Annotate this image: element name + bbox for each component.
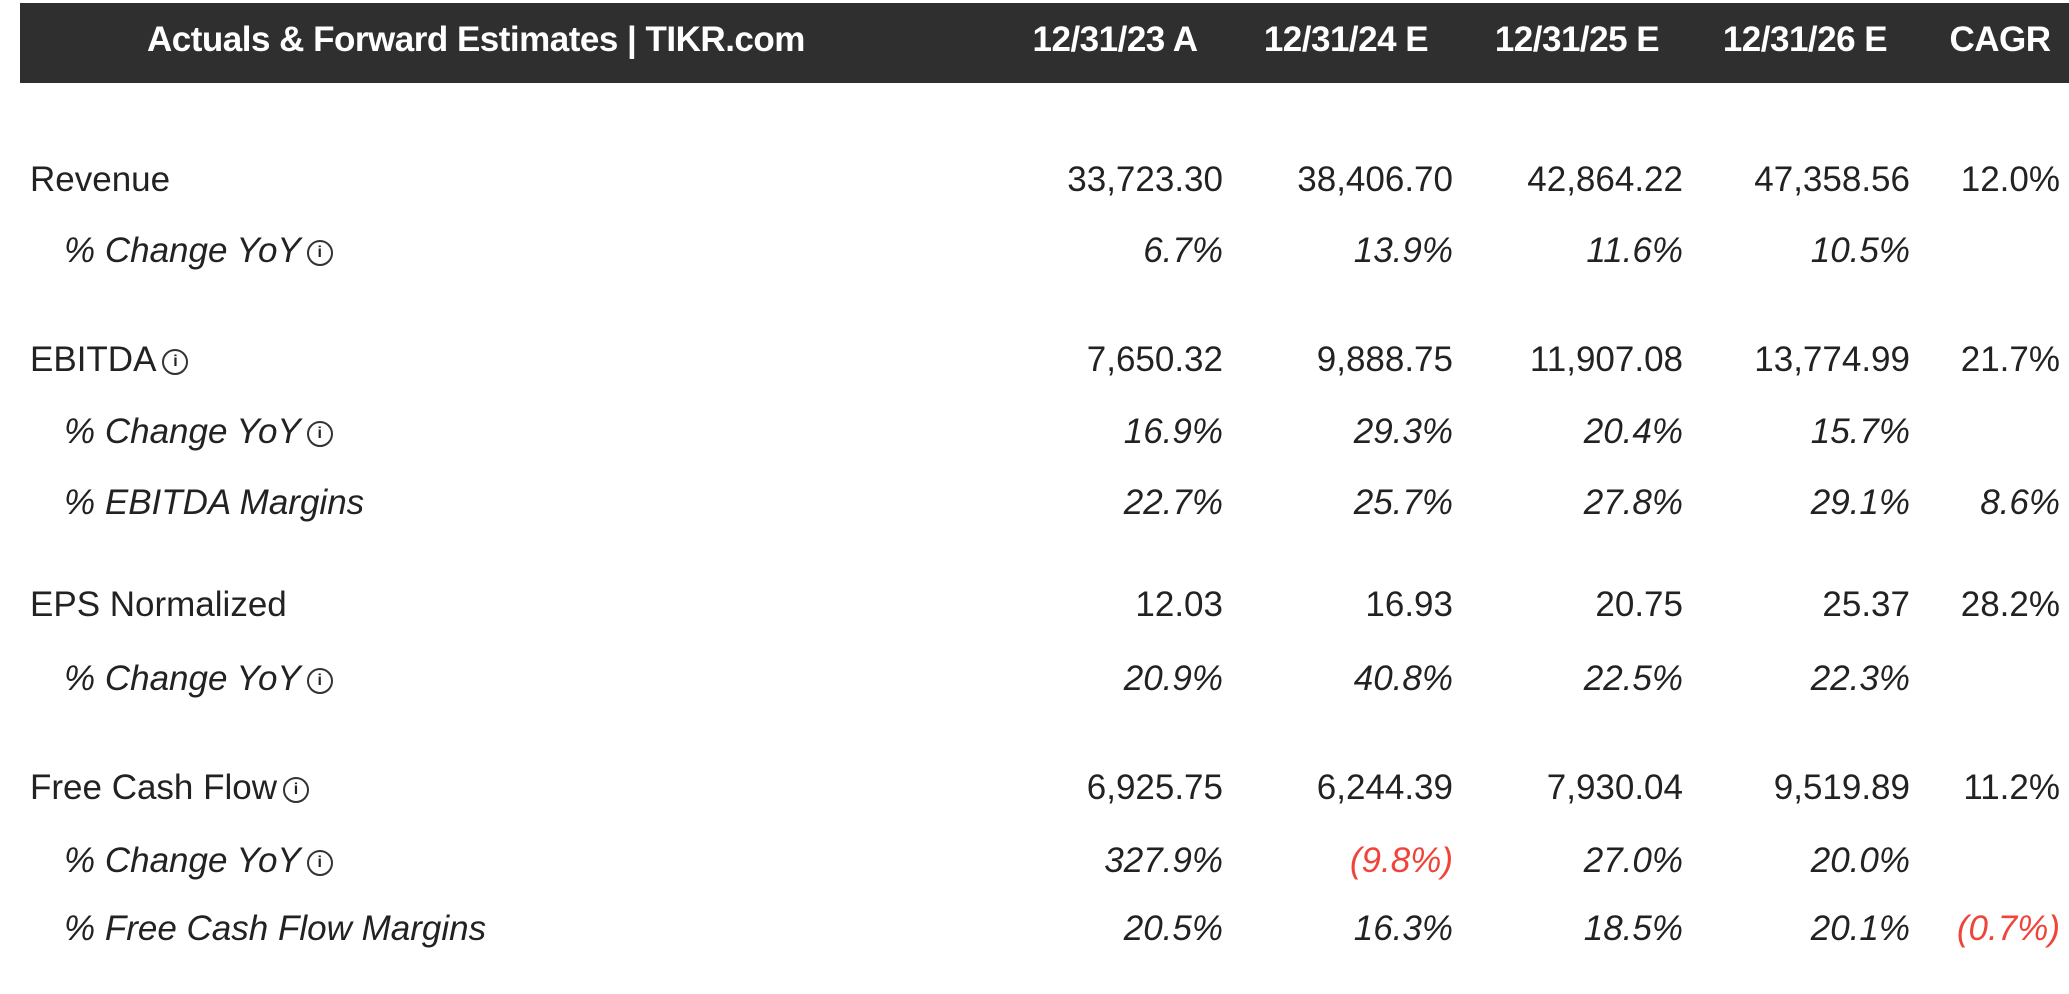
table-row: Free Cash Flow i 6,925.75 6,244.39 7,930.04 9… xyxy=(0,763,2069,813)
row-label-text: % Change YoY xyxy=(64,659,301,698)
row-label: % Change YoY i xyxy=(64,654,333,704)
cell-value: 22.7% xyxy=(1123,483,1223,522)
row-label-text: Free Cash Flow xyxy=(30,768,278,807)
row-label: % EBITDA Margins xyxy=(64,478,364,528)
cell-value: 9,888.75 xyxy=(1316,340,1453,379)
cell-value: 6.7% xyxy=(1143,231,1223,270)
row-label-text: Revenue xyxy=(30,160,171,199)
cell-value: 21.7% xyxy=(1960,340,2060,379)
cell-value: 20.1% xyxy=(1810,909,1910,948)
cell-value: 27.0% xyxy=(1583,841,1683,880)
row-label-text: EBITDA xyxy=(30,340,157,379)
cell-value: 6,244.39 xyxy=(1316,768,1453,807)
table-row: % Change YoY i 20.9% 40.8% 22.5% 22.3% xyxy=(0,654,2069,704)
column-header: 12/31/24 E xyxy=(1263,20,1429,59)
cell-value: 20.75 xyxy=(1595,585,1683,624)
cell-value: 40.8% xyxy=(1353,659,1453,698)
cell-value: 11.2% xyxy=(1963,768,2060,807)
cell-value: 7,650.32 xyxy=(1086,340,1223,379)
column-header: CAGR xyxy=(1949,20,2051,59)
row-label: Revenue xyxy=(30,155,170,205)
cell-value: 20.4% xyxy=(1583,412,1683,451)
cell-value: 47,358.56 xyxy=(1754,160,1910,199)
cell-value: 20.9% xyxy=(1123,659,1223,698)
cell-value: 11,907.08 xyxy=(1529,340,1683,379)
cell-value: (0.7%) xyxy=(1956,909,2060,948)
cell-value: 38,406.70 xyxy=(1297,160,1453,199)
cell-value: 29.1% xyxy=(1810,483,1910,522)
cell-value: 16.9% xyxy=(1123,412,1223,451)
row-label: EPS Normalized xyxy=(30,580,287,630)
table-row: EBITDA i 7,650.32 9,888.75 11,907.08 13,774.9… xyxy=(0,335,2069,385)
cell-value: 28.2% xyxy=(1960,585,2060,624)
row-label-text: % Free Cash Flow Margins xyxy=(64,909,487,948)
table-header xyxy=(20,3,2069,83)
row-label-text: % Change YoY xyxy=(64,412,301,451)
cell-value: 7,930.04 xyxy=(1546,768,1683,807)
info-icon[interactable]: i xyxy=(306,849,333,876)
info-icon[interactable]: i xyxy=(162,348,189,375)
cell-value: (9.8%) xyxy=(1349,841,1453,880)
cell-value: 27.8% xyxy=(1583,483,1683,522)
cell-value: 6,925.75 xyxy=(1086,768,1223,807)
cell-value: 11.6% xyxy=(1586,231,1683,270)
cell-value: 33,723.30 xyxy=(1067,160,1223,199)
info-icon[interactable]: i xyxy=(283,776,310,803)
cell-value: 12.0% xyxy=(1960,160,2060,199)
row-label-text: EPS Normalized xyxy=(30,585,287,624)
cell-value: 13.9% xyxy=(1353,231,1453,270)
cell-value: 15.7% xyxy=(1810,412,1910,451)
table-row: % Change YoY i 6.7% 13.9% 11.6% 10.5% xyxy=(0,226,2069,276)
row-label: Free Cash Flow i xyxy=(30,763,310,813)
cell-value: 13,774.99 xyxy=(1754,340,1910,379)
cell-value: 9,519.89 xyxy=(1773,768,1910,807)
cell-value: 18.5% xyxy=(1583,909,1683,948)
cell-value: 22.3% xyxy=(1810,659,1910,698)
info-icon[interactable]: i xyxy=(306,667,333,694)
table-row: % Free Cash Flow Margins 20.5% 16.3% 18.5% 2… xyxy=(0,904,2069,954)
cell-value: 12.03 xyxy=(1135,585,1223,624)
table-title: Actuals & Forward Estimates | TIKR.com xyxy=(147,20,805,59)
table-row: % EBITDA Margins 22.7% 25.7% 27.8% 29.1% 8.6% xyxy=(0,478,2069,528)
column-header: 12/31/26 E xyxy=(1722,20,1888,59)
table-row: EPS Normalized 12.03 16.93 20.75 25.37 28.2% xyxy=(0,580,2069,630)
row-label: % Change YoY i xyxy=(64,836,333,886)
info-icon[interactable]: i xyxy=(306,239,333,266)
column-header: 12/31/23 A xyxy=(1032,20,1198,59)
row-label: % Change YoY i xyxy=(64,226,333,276)
row-label: % Change YoY i xyxy=(64,407,333,457)
column-header: 12/31/25 E xyxy=(1494,20,1660,59)
row-label-text: % Change YoY xyxy=(64,231,301,270)
cell-value: 20.0% xyxy=(1810,841,1910,880)
table-row: % Change YoY i 327.9% (9.8%) 27.0% 20.0% xyxy=(0,836,2069,886)
cell-value: 16.3% xyxy=(1353,909,1453,948)
cell-value: 29.3% xyxy=(1353,412,1453,451)
table-row: % Change YoY i 16.9% 29.3% 20.4% 15.7% xyxy=(0,407,2069,457)
cell-value: 16.93 xyxy=(1365,585,1453,624)
cell-value: 25.37 xyxy=(1822,585,1910,624)
cell-value: 42,864.22 xyxy=(1527,160,1683,199)
cell-value: 327.9% xyxy=(1104,841,1223,880)
row-label: % Free Cash Flow Margins xyxy=(64,904,486,954)
cell-value: 22.5% xyxy=(1583,659,1683,698)
cell-value: 8.6% xyxy=(1980,483,2060,522)
row-label: EBITDA i xyxy=(30,335,189,385)
info-icon[interactable]: i xyxy=(306,420,333,447)
row-label-text: % EBITDA Margins xyxy=(64,483,365,522)
cell-value: 20.5% xyxy=(1123,909,1223,948)
cell-value: 10.5% xyxy=(1810,231,1910,270)
table-row: Revenue 33,723.30 38,406.70 42,864.22 47,358… xyxy=(0,155,2069,205)
row-label-text: % Change YoY xyxy=(64,841,301,880)
cell-value: 25.7% xyxy=(1353,483,1453,522)
